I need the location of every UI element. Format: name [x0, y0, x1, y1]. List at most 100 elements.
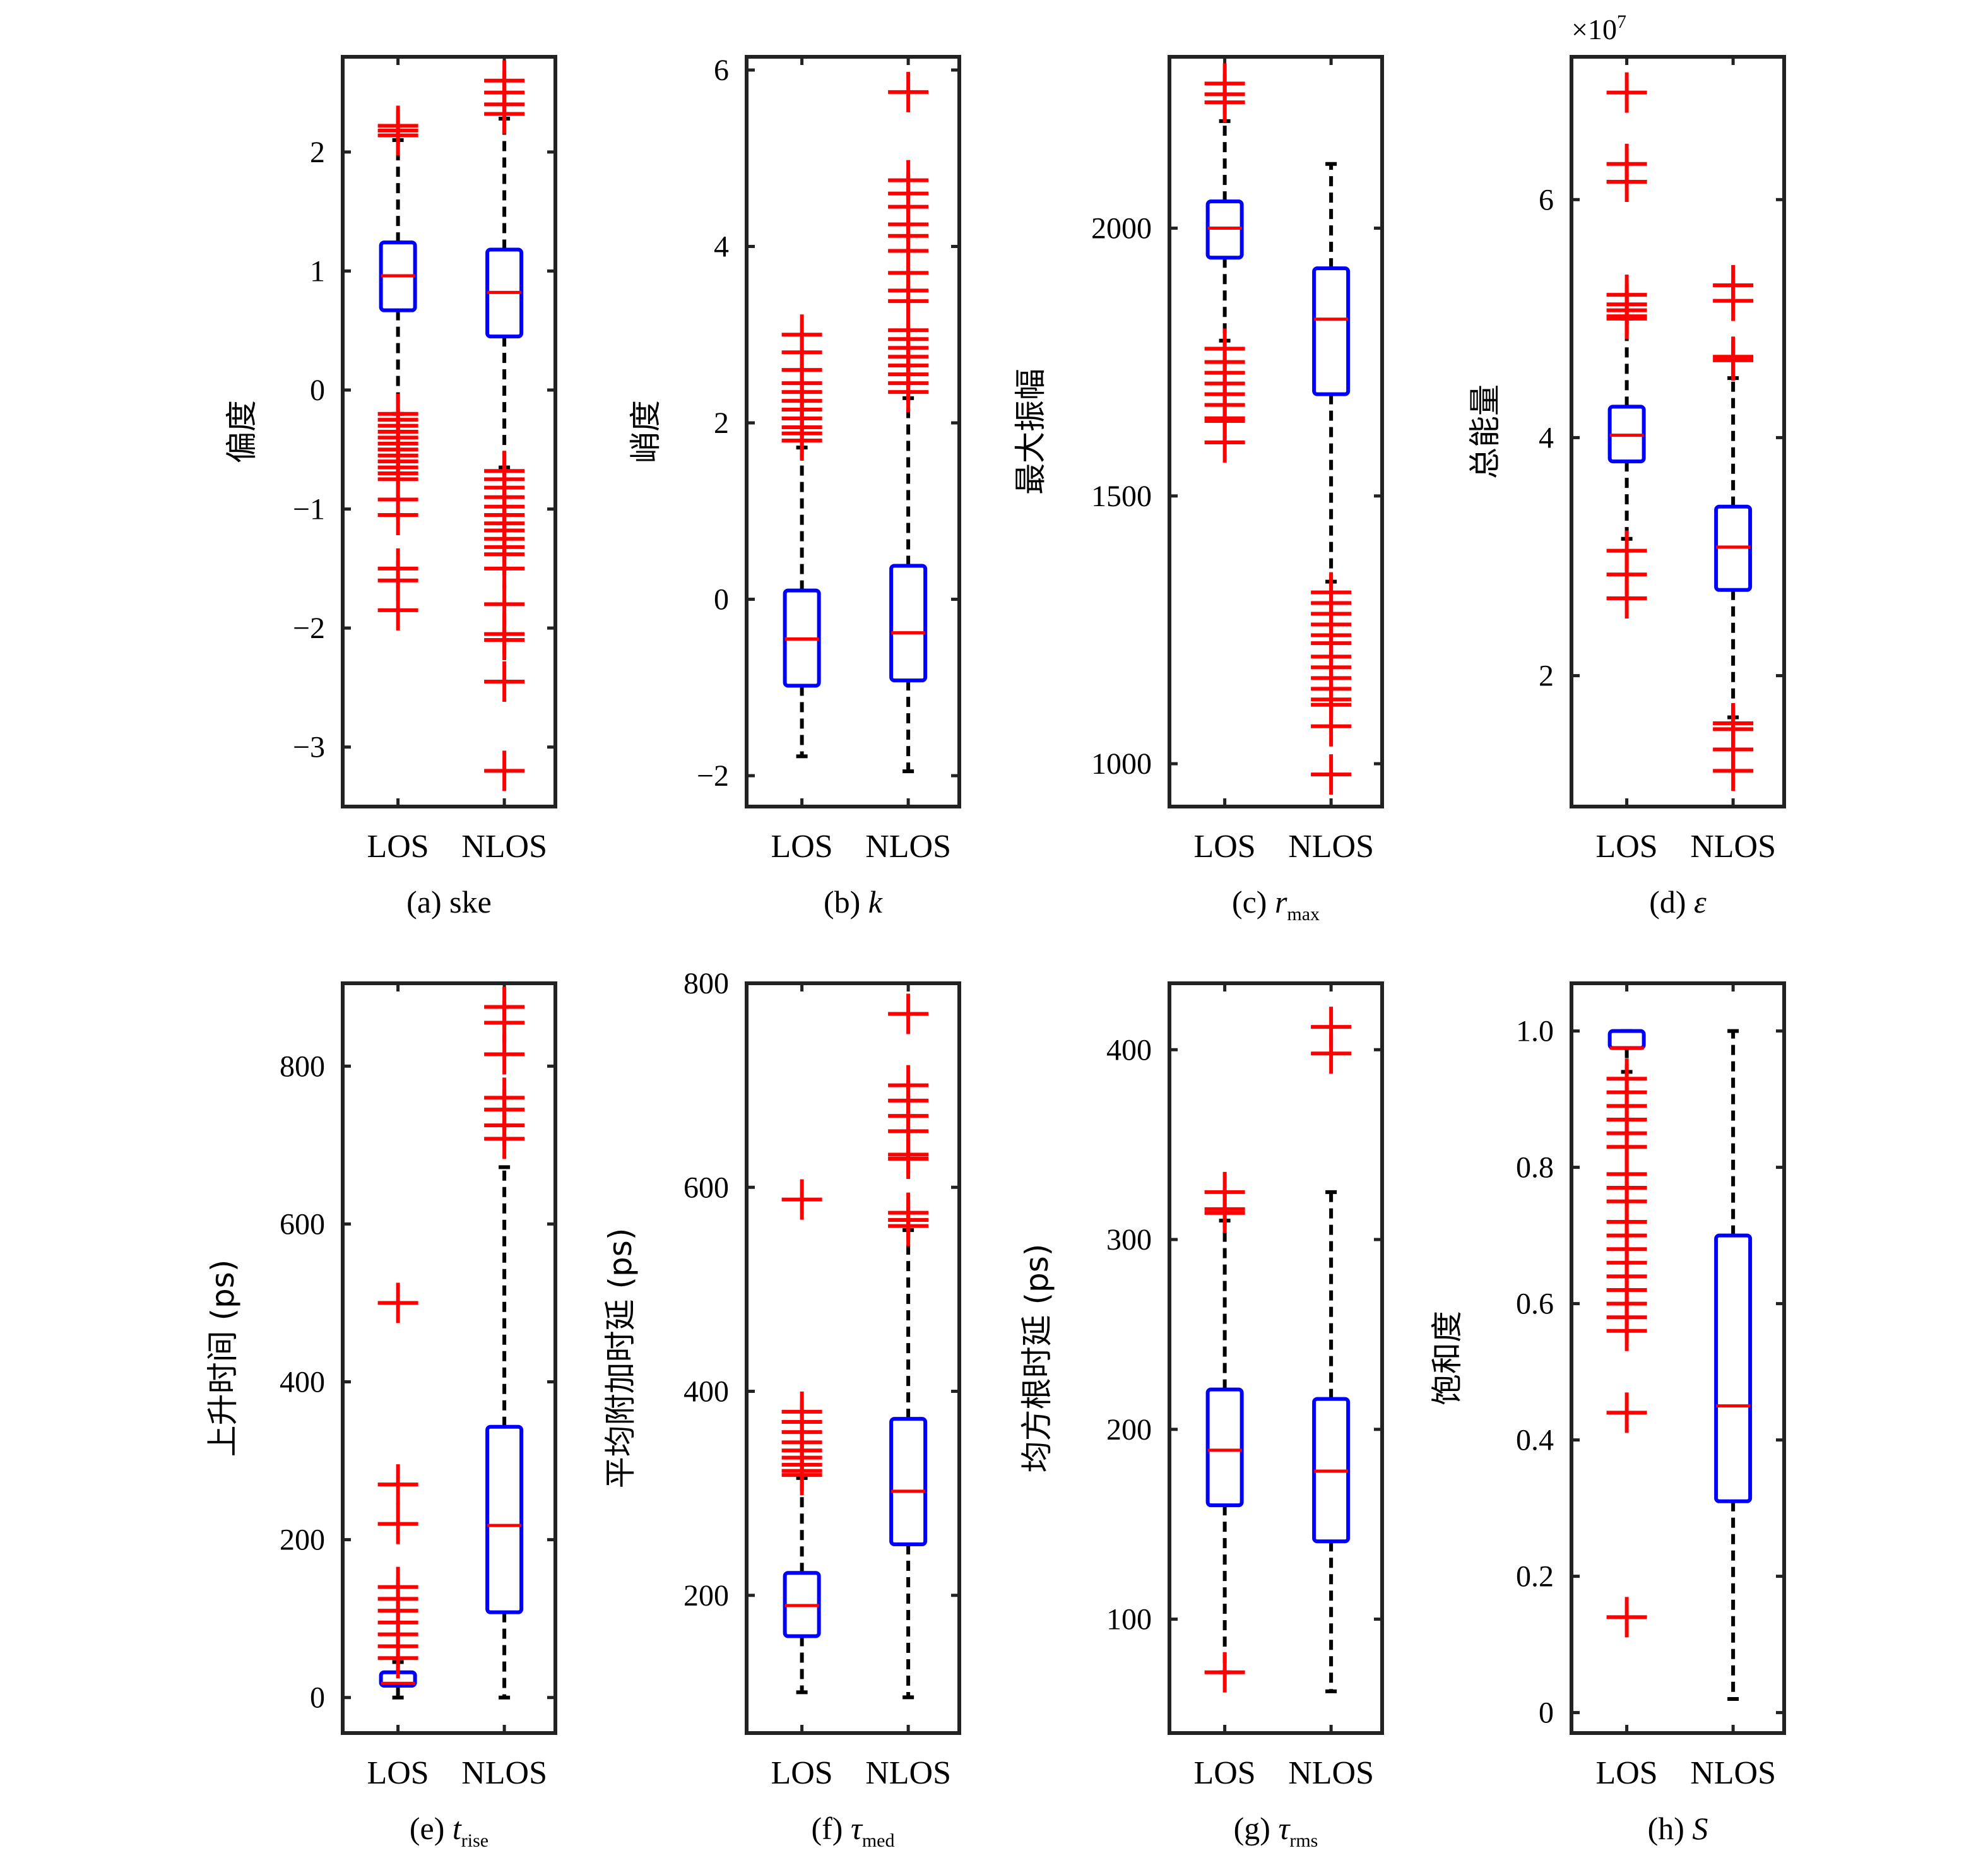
axes-frame [745, 55, 961, 808]
y-tick-label: 0.4 [1516, 1424, 1554, 1457]
y-tick-label: 0.8 [1516, 1151, 1554, 1185]
outlier-marker [1204, 1192, 1245, 1233]
outlier-marker [1713, 280, 1754, 321]
outlier-marker [484, 93, 525, 134]
category-label-los: LOS [771, 1755, 832, 1791]
y-tick-label: 0.2 [1516, 1560, 1554, 1594]
y-axis-label: 饱和度 [1429, 1311, 1465, 1405]
box-nlos [888, 993, 929, 1700]
y-tick-label: 1 [310, 254, 325, 288]
y-tick-label: 2000 [1091, 212, 1152, 246]
outlier-marker [1311, 1033, 1352, 1074]
y-tick-label: 600 [683, 1171, 729, 1204]
subplot-caption: (g) τrms [1234, 1811, 1318, 1851]
y-tick-label: 400 [1106, 1033, 1152, 1067]
category-label-nlos: NLOS [461, 1755, 547, 1791]
subplot-a: −3 −2 −1 0 1 2 LOS NLOS 偏度 (a) ske [223, 55, 557, 920]
iqr-box [889, 1417, 928, 1546]
outlier-marker [377, 589, 418, 630]
y-tick-label: 4 [1539, 421, 1554, 454]
outlier-marker [1606, 578, 1647, 618]
outlier-marker [484, 548, 525, 589]
outlier-marker [781, 1179, 822, 1220]
y-tick-label: 200 [1106, 1413, 1152, 1447]
subplot-caption: (e) trise [410, 1811, 488, 1851]
y-tick-label: 2 [714, 406, 729, 440]
y-tick-label: −2 [697, 759, 729, 793]
y-tick-label: 800 [683, 967, 729, 1000]
outlier-marker [484, 620, 525, 660]
subplot-g: 100 200 300 400 LOS NLOS 均方根时延 (ps) (g) τrms [1019, 981, 1384, 1851]
y-tick-label: 2 [310, 136, 325, 169]
box-nlos [888, 71, 929, 774]
outlier-marker [1606, 1392, 1647, 1433]
iqr-box [889, 564, 928, 683]
box-los [377, 1282, 418, 1700]
iqr-box [1607, 1029, 1646, 1050]
box-los [1204, 1171, 1245, 1693]
outlier-marker [1606, 298, 1647, 339]
box-nlos [1311, 1007, 1352, 1693]
y-tick-label: 300 [1106, 1223, 1152, 1257]
outlier-marker [1311, 706, 1352, 747]
axes-frame [1570, 55, 1786, 808]
y-axis-label: 平均附加时延 (ps) [602, 1228, 639, 1489]
outlier-marker [781, 420, 822, 461]
subplot-d: 2 4 6 LOS NLOS 总能量 ×107 (d) ε [1467, 11, 1786, 920]
subplot-h: 0 0.2 0.4 0.6 0.8 1.0 LOS NLOS 饱和度 (h) S [1429, 981, 1786, 1846]
category-label-los: LOS [367, 829, 429, 865]
outlier-marker [1713, 750, 1754, 791]
outlier-marker [1606, 72, 1647, 113]
y-axis-label: 峭度 [627, 400, 664, 463]
category-label-nlos: NLOS [1690, 829, 1776, 865]
y-tick-label: 6 [1539, 183, 1554, 216]
axes-frame [745, 981, 961, 1735]
outlier-marker [781, 1455, 822, 1496]
category-label-los: LOS [1595, 829, 1657, 865]
outlier-marker [377, 1464, 418, 1505]
outlier-marker [888, 993, 929, 1034]
category-label-nlos: NLOS [865, 1755, 951, 1791]
box-nlos [484, 986, 525, 1700]
box-nlos [484, 60, 525, 791]
subplot-caption: (f) τmed [811, 1811, 894, 1851]
outlier-marker [484, 750, 525, 791]
box-nlos [1713, 265, 1754, 791]
outlier-marker [377, 1282, 418, 1323]
outlier-marker [888, 1139, 929, 1180]
y-tick-label: −2 [293, 612, 325, 645]
outlier-marker [1311, 754, 1352, 795]
y-axis-label: 上升时间 (ps) [204, 1260, 241, 1457]
subplot-c: 1000 1500 2000 LOS NLOS 最大振幅 (c) rmax [1012, 55, 1384, 925]
outlier-marker [1713, 340, 1754, 381]
y-tick-label: 6 [714, 54, 729, 87]
y-axis-label: 总能量 [1467, 384, 1503, 479]
outlier-marker [484, 661, 525, 702]
y-tick-label: 0 [310, 374, 325, 407]
category-label-los: LOS [1595, 1755, 1657, 1791]
y-tick-label: −3 [293, 731, 325, 764]
category-label-nlos: NLOS [1690, 1755, 1776, 1791]
category-label-los: LOS [367, 1755, 429, 1791]
box-los [781, 1179, 822, 1695]
axes-frame [341, 981, 557, 1735]
category-label-nlos: NLOS [461, 829, 547, 865]
category-label-nlos: NLOS [1288, 1755, 1374, 1791]
box-los [1606, 1029, 1647, 1638]
y-tick-label: 400 [280, 1366, 325, 1399]
subplot-caption: (h) S [1648, 1811, 1708, 1846]
y-tick-label: 1000 [1091, 747, 1152, 781]
y-axis-label: 均方根时延 (ps) [1019, 1244, 1055, 1473]
axes-frame [341, 55, 557, 808]
y-tick-label: 1500 [1091, 480, 1152, 513]
outlier-marker [1606, 1597, 1647, 1638]
outlier-marker [888, 71, 929, 112]
outlier-marker [377, 495, 418, 535]
axes-frame [1168, 981, 1384, 1735]
outlier-marker [1204, 422, 1245, 463]
iqr-box [1205, 1387, 1244, 1508]
box-los [377, 105, 418, 630]
outlier-marker [888, 1205, 929, 1246]
y-tick-label: −1 [293, 493, 325, 526]
